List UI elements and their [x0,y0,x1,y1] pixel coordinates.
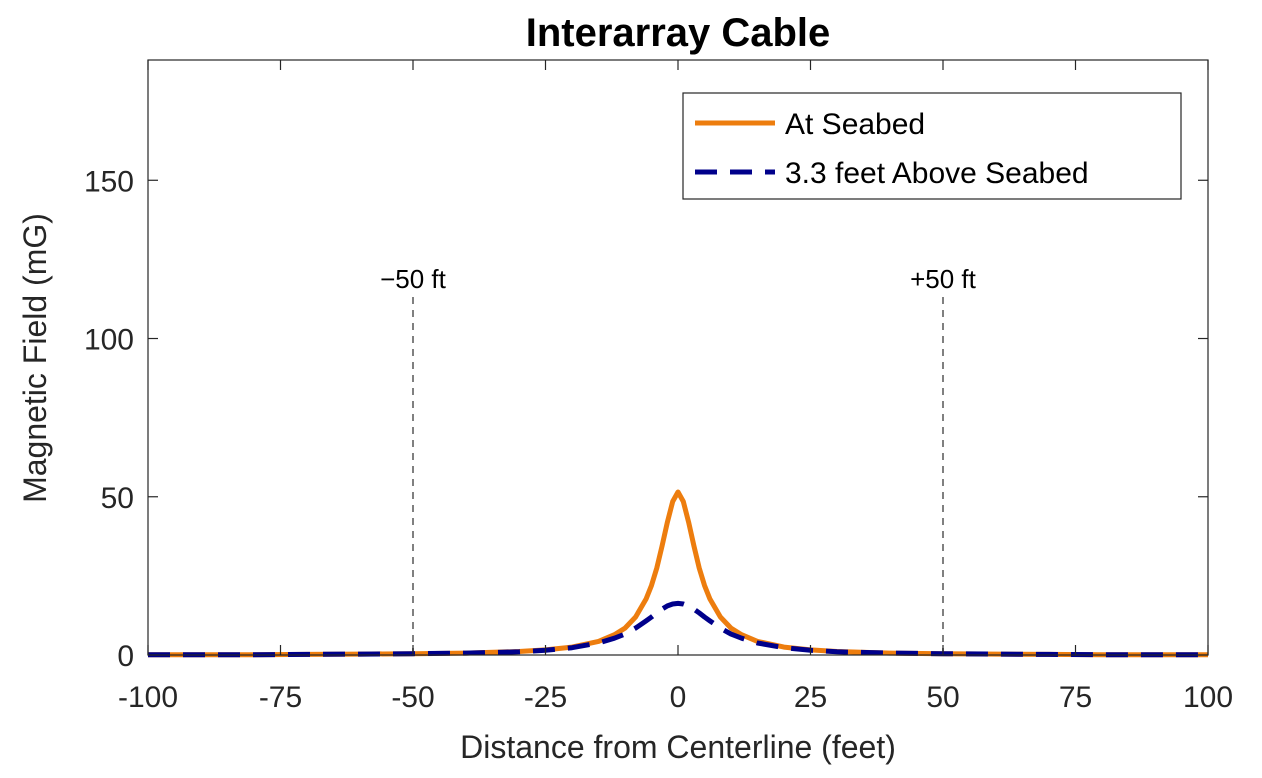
chart-title: Interarray Cable [526,11,831,55]
x-tick-label: 0 [670,681,687,714]
legend-label-above-seabed: 3.3 feet Above Seabed [785,157,1089,190]
series-line-0 [148,489,1208,658]
x-tick-label: -25 [524,681,567,714]
x-tick-label: -100 [118,681,178,714]
y-tick-label: 100 [84,324,134,357]
legend-box [682,92,1182,200]
y-tick-label: 150 [84,165,134,198]
y-axis-label: Magnetic Field (mG) [17,213,53,503]
x-tick-label: 25 [794,681,827,714]
x-tick-label: 100 [1183,681,1233,714]
series-line-1 [148,600,1208,658]
annotation-label-0: −50 ft [380,264,447,294]
x-tick-label: -50 [391,681,434,714]
x-axis-label: Distance from Centerline (feet) [460,729,896,765]
y-tick-label: 50 [101,482,134,515]
x-tick-label: -75 [259,681,302,714]
annotation-label-1: +50 ft [910,264,977,294]
legend-label-at-seabed: At Seabed [785,108,925,141]
axis-ticks: -100 -75 -50 -25 0 25 50 75 100 0 50 100 150 [84,60,1233,714]
plot-area: −50 ft +50 ft [148,264,1208,658]
x-tick-label: 75 [1059,681,1092,714]
x-tick-label: 50 [926,681,959,714]
legend: At Seabed 3.3 feet Above Seabed [682,92,1182,200]
y-tick-label: 0 [117,640,134,673]
